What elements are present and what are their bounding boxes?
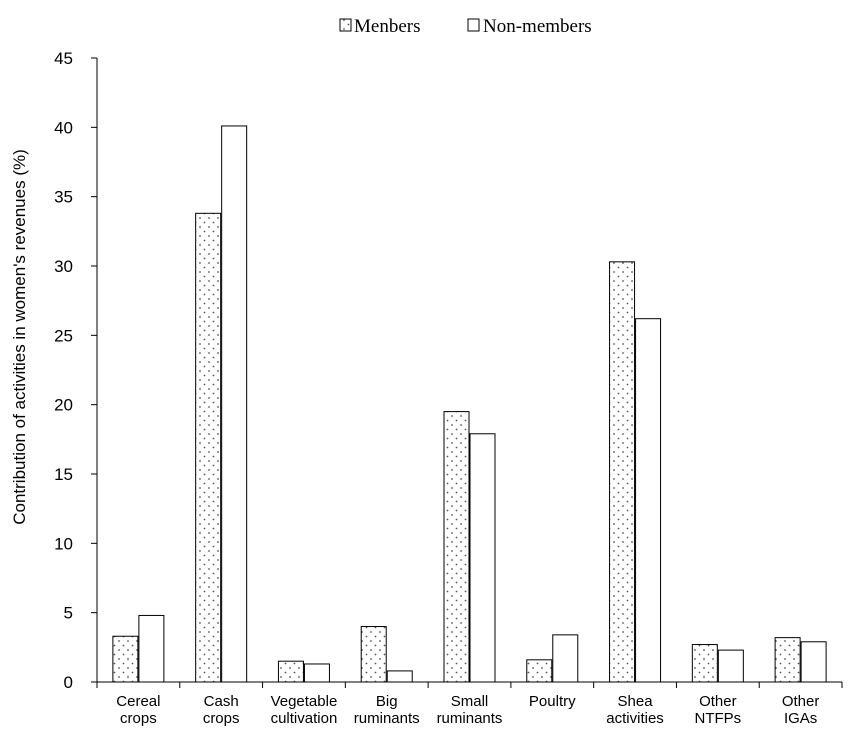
bar-non-members [469,433,496,683]
y-tick-label: 20 [54,396,73,415]
y-axis-title: Contribution of activities in women's re… [10,149,29,525]
x-tick-label: Shea activities [606,693,664,727]
x-tick-label: Small ruminants [437,693,503,727]
bar-non-members [800,641,827,683]
legend-swatch-non-members [467,18,480,32]
bar-members [277,660,304,683]
bar-members [195,212,222,683]
x-tick-label: Other IGAs [782,693,820,727]
bar-non-members [221,125,248,683]
bars [112,125,827,683]
legend-swatch-members [339,18,352,32]
bar-non-members [138,614,165,683]
x-tick-label: Poultry [529,693,576,710]
bar-non-members [717,649,744,683]
x-tick-label: Big ruminants [354,693,420,727]
legend-label-non-members: Non-members [483,16,592,37]
legend: Menbers Non-members [339,16,592,37]
y-tick-label: 30 [54,257,73,276]
bar-non-members [386,670,413,683]
bar-non-members [552,634,579,683]
y-tick-label: 5 [64,604,73,623]
y-tick-label: 15 [54,465,73,484]
x-tick-label: Cereal crops [116,693,160,727]
bar-members [360,626,387,683]
y-tick-label: 40 [54,118,73,137]
bar-members [112,635,139,683]
bar-members [443,411,470,683]
x-tick-label: Vegetable cultivation [271,693,338,727]
x-tick-label: Cash crops [203,693,240,727]
bar-members [691,644,718,683]
bar-non-members [635,318,662,683]
bar-members [774,637,801,683]
bar-members [609,261,636,683]
legend-label-members: Menbers [354,16,420,37]
y-tick-label: 25 [54,326,73,345]
y-tick-label: 0 [64,673,73,692]
y-tick-label: 45 [54,49,73,68]
x-axis-labels: Cereal crops Cash crops Vegetable cultivation… [116,693,819,727]
y-tick-label: 35 [54,188,73,207]
y-tick-label: 10 [54,534,73,553]
x-tick-label: Other NTFPs [694,693,741,727]
bar-non-members [303,663,330,683]
bar-members [526,659,553,683]
